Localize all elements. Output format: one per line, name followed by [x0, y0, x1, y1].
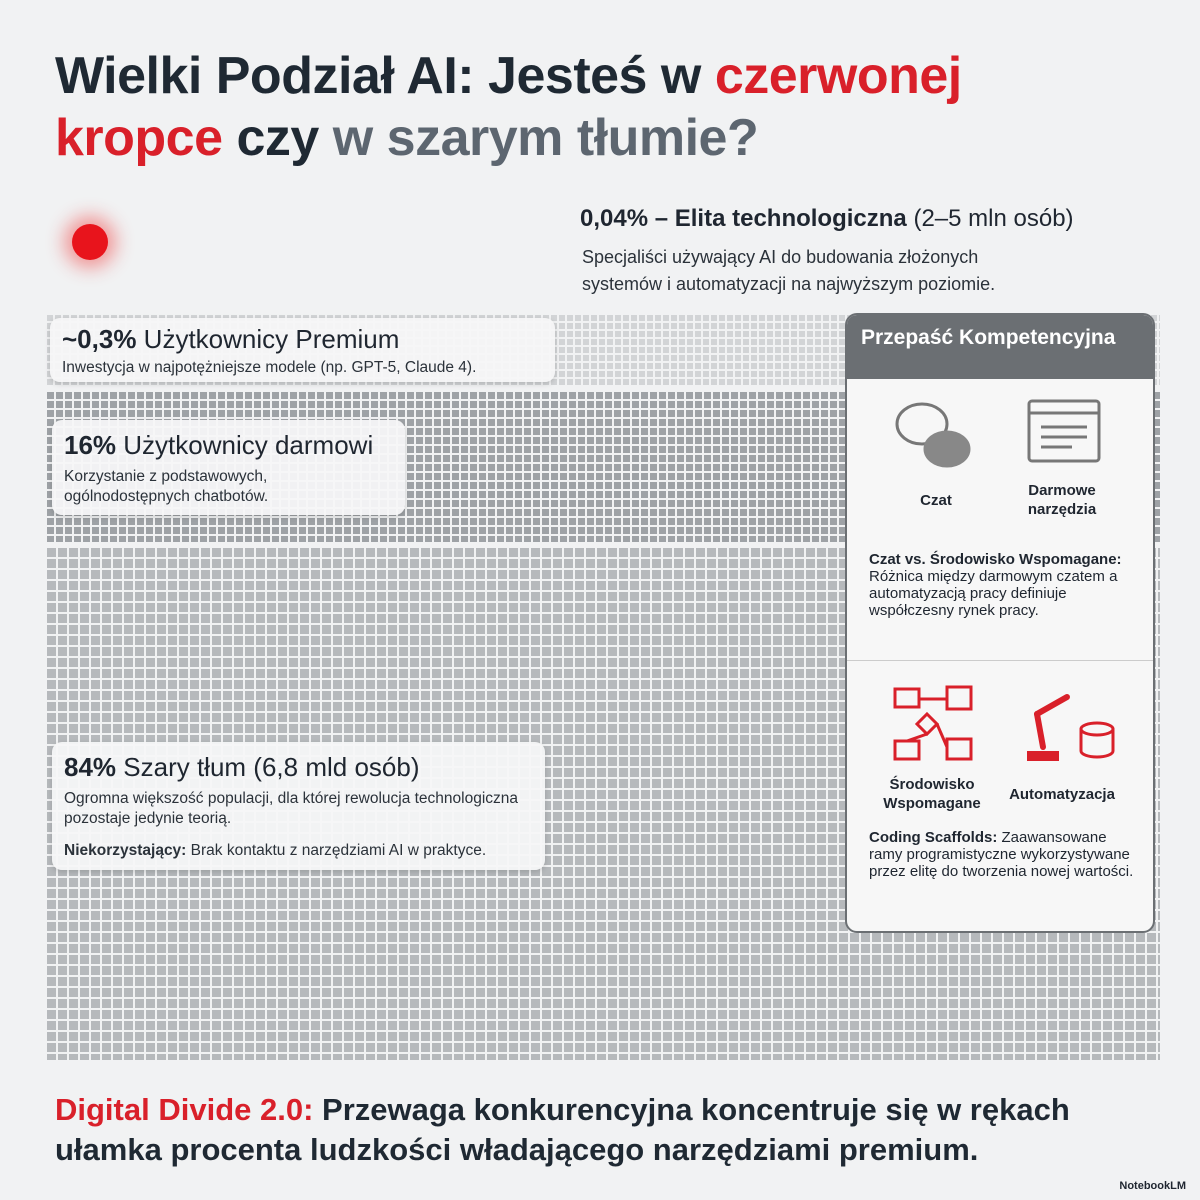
icon-label: Darmowe narzędzia — [1027, 482, 1097, 518]
free-box: 16% Użytkownicy darmowi Korzystanie z po… — [52, 420, 405, 515]
elite-label: – Elita technologiczna — [648, 205, 907, 232]
crowd-note: Niekorzystający: Brak kontaktu z narzędz… — [64, 841, 533, 861]
compare-body: Różnica między darmowym czatem a automat… — [869, 568, 1118, 619]
crowd-box: 84% Szary tłum (6,8 mld osób) Ogromna wi… — [52, 742, 545, 870]
title-part: kropce — [55, 109, 223, 167]
free-heading: 16% Użytkownicy darmowi — [64, 430, 393, 461]
crowd-share: 84% — [64, 752, 117, 782]
icon-label: Środowisko Wspomagane — [883, 776, 981, 812]
title-part: czerwonej — [714, 47, 962, 105]
red-dot — [72, 224, 108, 260]
premium-label: Użytkownicy Premium — [136, 324, 400, 354]
crowd-heading: 84% Szary tłum (6,8 mld osób) — [64, 752, 533, 783]
icon-label: Automatyzacja — [1009, 786, 1115, 803]
title-part: czy — [222, 109, 333, 167]
free-description: Korzystanie z podstawowych, ogólnodostęp… — [64, 468, 269, 505]
panel-title: Przepaść Kompetencyjna — [847, 315, 1153, 379]
elite-count: (2–5 mln osób) — [906, 205, 1074, 232]
icon-label: Czat — [920, 492, 952, 509]
separator — [847, 660, 1153, 661]
footer: Digital Divide 2.0: Przewaga konkurencyj… — [55, 1090, 1165, 1170]
panel: Przepaść Kompetencyjna Czat Darmowe narz… — [845, 313, 1155, 933]
crowd-note-term: Niekorzystający: — [64, 842, 187, 859]
scaffold-term: Coding Scaffolds: — [869, 829, 998, 846]
premium-description: Inwestycja w najpotężniejsze modele (np.… — [62, 359, 477, 376]
elite-heading: 0,04% – Elita technologiczna (2–5 mln os… — [580, 205, 1074, 233]
compare-text: Czat vs. Środowisko Wspomagane: Różnica … — [869, 551, 1139, 619]
compare-term: Czat vs. Środowisko Wspomagane: — [869, 551, 1122, 568]
scaffold-body: Zaawansowane ramy programistyczne wykorz… — [869, 829, 1134, 880]
chat-icon — [895, 402, 971, 468]
crowd-label: Szary tłum (6,8 mld osób) — [116, 752, 420, 782]
free-label: Użytkownicy darmowi — [116, 430, 374, 460]
title-part: w szarym tłumie? — [332, 109, 759, 167]
elite-description: Specjaliści używający AI do budowania zł… — [582, 247, 996, 294]
footer-text: Przewaga konkurencyjna koncentruje się w… — [55, 1092, 1070, 1167]
free-share: 16% — [64, 430, 117, 460]
crowd-note-text: Brak kontaktu z narzędziami AI w praktyc… — [186, 842, 487, 859]
title-part: Wielki Podział AI: Jesteś w — [55, 47, 715, 105]
title: Wielki Podział AI: Jesteś w czerwonej kro… — [55, 45, 1155, 169]
tools-icon — [1027, 399, 1101, 463]
premium-box: ~0,3% Użytkownicy Premium Inwestycja w n… — [50, 318, 555, 382]
environment-icon — [893, 685, 973, 761]
panel-icons — [893, 399, 1115, 761]
automation-icon — [1027, 694, 1115, 761]
brand: NotebookLM — [1119, 1180, 1186, 1192]
scaffold-text: Coding Scaffolds: Zaawansowane ramy prog… — [869, 829, 1139, 880]
elite-share: 0,04% — [580, 205, 649, 232]
crowd-description: Ogromna większość populacji, dla której … — [64, 790, 519, 827]
footer-lead: Digital Divide 2.0: — [55, 1092, 314, 1127]
premium-heading: ~0,3% Użytkownicy Premium — [62, 324, 543, 355]
premium-share: ~0,3% — [62, 324, 137, 354]
